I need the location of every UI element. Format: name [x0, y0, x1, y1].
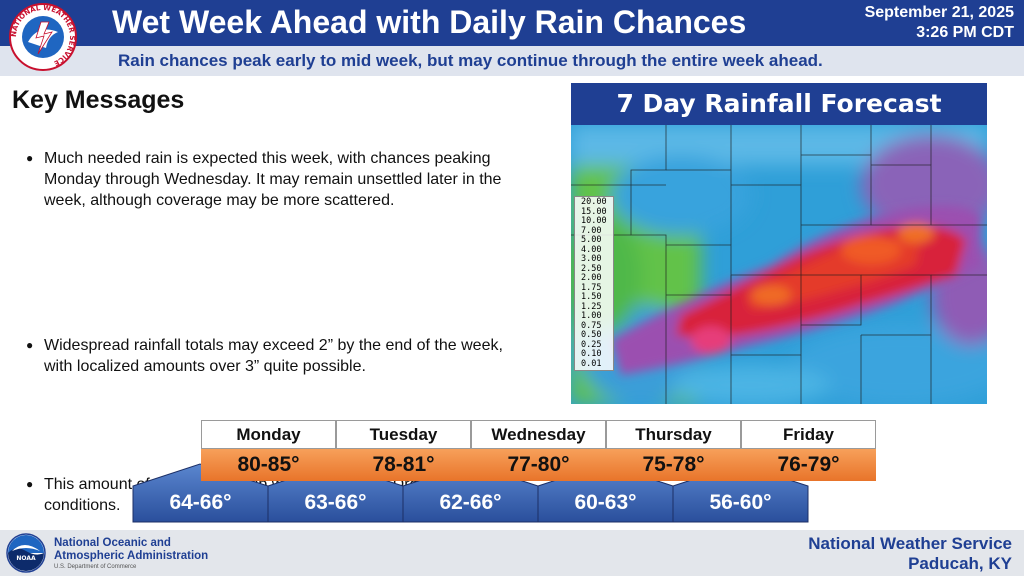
- page-subtitle: Rain chances peak early to mid week, but…: [118, 51, 823, 70]
- low-temp-friday: 56-60°: [709, 491, 772, 514]
- office-name: National Weather Service Paducah, KY: [808, 534, 1012, 574]
- legend-value: 2.00: [581, 273, 602, 283]
- temperature-forecast-strip: Monday Tuesday Wednesday Thursday Friday…: [0, 418, 1024, 528]
- legend-value: 2.50: [581, 263, 602, 274]
- agency-line-1: National Oceanic and: [54, 537, 171, 549]
- high-temp-monday: 80-85°: [201, 449, 336, 481]
- high-temp-thursday: 75-78°: [606, 449, 741, 481]
- legend-value: 10.00: [581, 216, 607, 226]
- agency-name: National Oceanic and Atmospheric Adminis…: [54, 537, 208, 563]
- legend-value: 7.00: [581, 225, 602, 236]
- legend-value: 5.00: [581, 235, 602, 245]
- legend-value: 0.50: [581, 330, 602, 340]
- day-label-friday: Friday: [741, 420, 876, 449]
- low-temp-thursday: 60-63°: [574, 491, 637, 514]
- office-line-1: National Weather Service: [808, 534, 1012, 553]
- office-line-2: Paducah, KY: [908, 554, 1012, 573]
- legend-value: 1.75: [581, 282, 602, 293]
- legend-value: 0.75: [581, 320, 602, 331]
- low-temp-wednesday: 62-66°: [439, 491, 502, 514]
- legend-value: 1.50: [581, 292, 602, 302]
- legend-value: 0.01: [581, 358, 602, 369]
- key-message-item: Much needed rain is expected this week, …: [26, 148, 516, 211]
- legend-value: 3.00: [581, 254, 602, 264]
- legend-value: 20.00: [581, 197, 607, 207]
- day-label-wednesday: Wednesday: [471, 420, 606, 449]
- key-message-item: Widespread rainfall totals may exceed 2”…: [26, 335, 516, 377]
- rainfall-forecast-map: [571, 125, 987, 404]
- nws-logo-icon: NATIONAL WEATHER SERVICE: [9, 3, 77, 71]
- issue-time: 3:26 PM CDT: [916, 24, 1014, 41]
- legend-value: 15.00: [581, 206, 607, 217]
- key-messages-list: Much needed rain is expected this week, …: [26, 148, 516, 514]
- map-title: 7 Day Rainfall Forecast: [571, 83, 987, 125]
- legend-value: 0.10: [581, 349, 602, 359]
- svg-text:NOAA: NOAA: [16, 555, 36, 562]
- noaa-logo-icon: NOAA: [6, 533, 46, 573]
- issue-datetime: September 21, 2025 3:26 PM CDT: [865, 3, 1014, 43]
- legend-value: 1.25: [581, 301, 602, 312]
- page-title: Wet Week Ahead with Daily Rain Chances: [112, 4, 747, 40]
- day-label-thursday: Thursday: [606, 420, 741, 449]
- key-messages-title: Key Messages: [12, 86, 185, 114]
- header-bar: [0, 0, 1024, 46]
- day-label-monday: Monday: [201, 420, 336, 449]
- legend-value: 1.00: [581, 311, 602, 321]
- legend-value: 4.00: [581, 244, 602, 255]
- high-temp-tuesday: 78-81°: [336, 449, 471, 481]
- low-temp-monday: 64-66°: [169, 491, 232, 514]
- issue-date: September 21, 2025: [864, 4, 1014, 21]
- rainfall-legend: 20.00 15.00 10.00 7.00 5.00 4.00 3.00 2.…: [574, 196, 614, 371]
- footer-bar: [0, 530, 1024, 576]
- department-name: U.S. Department of Commerce: [54, 564, 137, 570]
- high-temp-wednesday: 77-80°: [471, 449, 606, 481]
- low-temp-tuesday: 63-66°: [304, 491, 367, 514]
- legend-value: 0.25: [581, 339, 602, 350]
- high-temp-friday: 76-79°: [741, 449, 876, 481]
- agency-line-2: Atmospheric Administration: [54, 550, 209, 562]
- day-label-tuesday: Tuesday: [336, 420, 471, 449]
- subtitle-bar: [0, 46, 1024, 76]
